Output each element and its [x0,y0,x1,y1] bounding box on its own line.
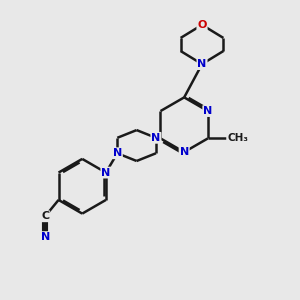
Text: N: N [101,168,110,178]
Text: N: N [151,133,160,143]
Text: N: N [40,232,50,242]
Text: O: O [197,20,207,30]
Text: N: N [197,59,207,69]
Text: CH₃: CH₃ [227,134,248,143]
Text: N: N [180,147,189,157]
Text: N: N [113,148,122,158]
Text: C: C [41,211,49,221]
Text: N: N [203,106,212,116]
